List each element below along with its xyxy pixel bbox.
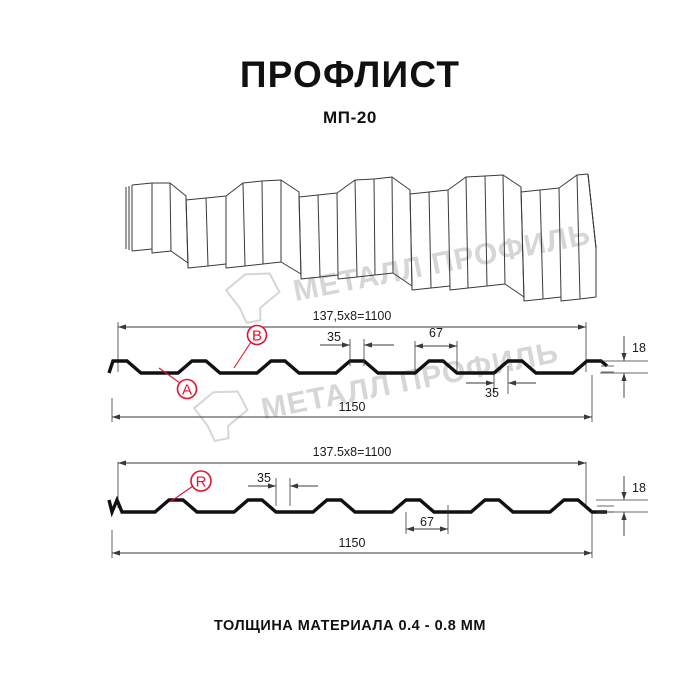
marker-circle-r [190, 470, 212, 492]
marker-circle-b [246, 324, 268, 346]
watermark-logo-icon [192, 390, 249, 442]
profile-a-edge-echo [601, 365, 614, 373]
material-thickness-note: ТОЛЩИНА МАТЕРИАЛА 0.4 - 0.8 ММ [214, 618, 486, 634]
profile-a-section-line [107, 359, 609, 375]
profile-a-dim-18-label: 18 [632, 341, 646, 355]
iso-right-cap [587, 173, 597, 297]
watermark-logo-icon [224, 272, 281, 324]
profile-r-dim-35-label: 35 [257, 471, 271, 485]
profile-a-dim-35-top-label: 35 [327, 330, 341, 344]
watermark-lower: МЕТАЛЛ ПРОФИЛЬ [192, 336, 561, 442]
profile-a-dim-67: 67 [414, 326, 458, 372]
profile-a-top-dimension-label: 137,5x8=1100 [313, 309, 392, 323]
profile-a-top-dimension: 137,5x8=1100 [118, 309, 586, 330]
marker-label-r: R [196, 474, 207, 491]
profile-a-dim-35-bottom-label: 35 [485, 386, 499, 400]
profile-r-bottom-dimension-label: 1150 [339, 536, 366, 550]
watermark-label: МЕТАЛЛ ПРОФИЛЬ [258, 336, 561, 426]
marker-label-b: B [252, 328, 262, 345]
title-block: ПРОФЛИСТ МП-20 [0, 54, 700, 128]
marker-label-a: A [182, 382, 192, 399]
profile-a-dim-35-top: 35 [320, 330, 394, 366]
profile-r-drawing: 137.5x8=1100 35 67 [107, 445, 648, 558]
profile-r-dim-67: 67 [405, 505, 449, 534]
profile-a-marker-a: A [158, 367, 198, 400]
iso-bottom-fold [131, 248, 597, 302]
profile-r-top-dimension-label: 137.5x8=1100 [313, 445, 392, 459]
profile-r-dim-35: 35 [248, 471, 318, 506]
isometric-view [125, 173, 597, 302]
page-title: ПРОФЛИСТ [239, 54, 461, 95]
profile-r-bottom-dimension: 1150 [112, 536, 592, 556]
profile-r-dim-18-label: 18 [632, 481, 646, 495]
profile-r-section-line [107, 495, 607, 518]
profile-a-dim-67-label: 67 [429, 326, 443, 340]
watermark-upper: МЕТАЛЛ ПРОФИЛЬ [224, 218, 593, 324]
profile-a-marker-b: B [233, 324, 268, 369]
profile-r-marker-r: R [169, 470, 212, 503]
watermark-label: МЕТАЛЛ ПРОФИЛЬ [290, 218, 593, 308]
profile-a-bottom-dimension-label: 1150 [339, 400, 366, 414]
profile-r-top-dimension: 137.5x8=1100 [118, 445, 586, 466]
profile-r-dim-67-label: 67 [420, 515, 434, 529]
profile-a-dim-35-bottom: 35 [466, 366, 536, 400]
marker-circle-a [176, 378, 198, 400]
profile-a-bottom-dimension: 1150 [112, 400, 592, 420]
iso-top-ridge [131, 173, 589, 201]
profile-a-drawing: 137,5x8=1100 35 [107, 309, 648, 422]
profile-a-dim-18: 18 [600, 336, 648, 398]
model-subtitle: МП-20 [323, 107, 377, 127]
profile-r-dim-18: 18 [596, 476, 648, 536]
